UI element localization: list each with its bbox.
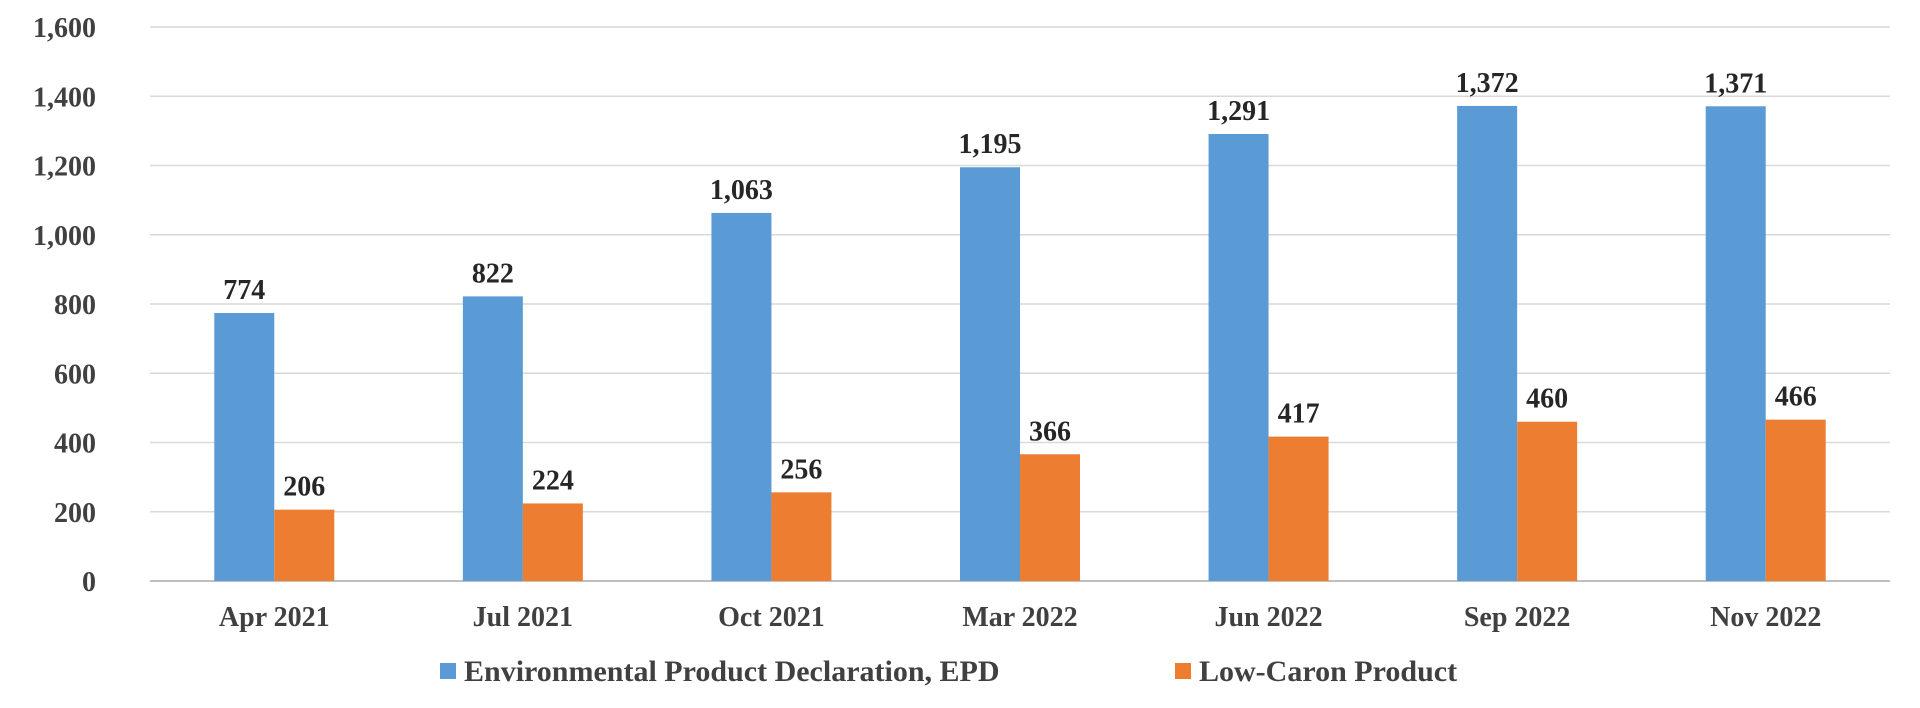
bar-series-2-oct-2021 — [771, 492, 832, 581]
bar-series-1-jun-2022 — [1208, 133, 1269, 581]
bar-series-1-apr-2021 — [214, 313, 275, 581]
bar-series-1-jul-2021 — [462, 296, 523, 581]
data-label: 822 — [472, 258, 514, 289]
data-label: 366 — [1029, 416, 1071, 447]
data-label: 774 — [223, 275, 265, 306]
data-label: 256 — [780, 454, 822, 485]
bars — [214, 105, 1826, 581]
data-label: 1,063 — [710, 175, 773, 206]
x-tick-label: Apr 2021 — [219, 602, 330, 633]
data-label: 1,195 — [959, 129, 1022, 160]
x-tick-label: Sep 2022 — [1464, 602, 1571, 633]
y-tick-label: 800 — [54, 290, 96, 321]
y-tick-label: 600 — [54, 359, 96, 390]
x-axis-tick-labels: Apr 2021 Jul 2021 Oct 2021 Mar 2022 Jun 2022… — [219, 602, 1821, 633]
bar-series-2-nov-2022 — [1765, 419, 1826, 581]
legend-label: Environmental Product Declaration, EPD — [464, 655, 1000, 688]
data-label: 1,291 — [1207, 96, 1270, 127]
y-tick-label: 1,600 — [33, 13, 96, 44]
x-tick-label: Nov 2022 — [1710, 602, 1821, 633]
y-tick-label: 1,200 — [33, 152, 96, 183]
legend-label: Low-Caron Product — [1199, 655, 1457, 688]
bar-series-2-sep-2022 — [1517, 421, 1578, 581]
y-tick-label: 0 — [82, 567, 96, 598]
y-axis-tick-labels: 0 200 400 600 800 1,000 1,200 1,400 1,600 — [33, 13, 96, 598]
data-label: 460 — [1526, 384, 1568, 415]
data-labels: 774 206 822 224 1,063 256 1,195 366 1,291 417 1,37… — [223, 68, 1816, 503]
y-tick-label: 400 — [54, 429, 96, 460]
bar-series-1-mar-2022 — [960, 167, 1020, 581]
y-tick-label: 1,000 — [33, 221, 96, 252]
data-label: 466 — [1775, 382, 1817, 413]
legend-swatch — [1175, 663, 1191, 679]
bar-series-2-mar-2022 — [1020, 454, 1080, 581]
x-tick-label: Mar 2022 — [962, 602, 1077, 633]
data-label: 417 — [1278, 399, 1320, 430]
bar-series-1-nov-2022 — [1705, 106, 1766, 581]
x-tick-label: Jul 2021 — [473, 602, 573, 633]
data-label: 206 — [283, 472, 325, 503]
bar-series-2-apr-2021 — [274, 509, 335, 581]
bar-series-1-oct-2021 — [711, 212, 772, 581]
y-tick-label: 1,400 — [33, 82, 96, 113]
x-tick-label: Oct 2021 — [718, 602, 825, 633]
data-label: 224 — [532, 465, 574, 496]
bar-series-2-jul-2021 — [522, 503, 583, 581]
data-label: 1,371 — [1704, 68, 1767, 99]
legend: Environmental Product Declaration, EPD Lo… — [440, 655, 1457, 688]
bar-series-2-jun-2022 — [1268, 436, 1329, 581]
data-label: 1,372 — [1456, 68, 1519, 99]
bar-series-1-sep-2022 — [1457, 105, 1518, 581]
x-tick-label: Jun 2022 — [1214, 602, 1322, 633]
y-tick-label: 200 — [54, 498, 96, 529]
legend-swatch — [440, 663, 456, 679]
